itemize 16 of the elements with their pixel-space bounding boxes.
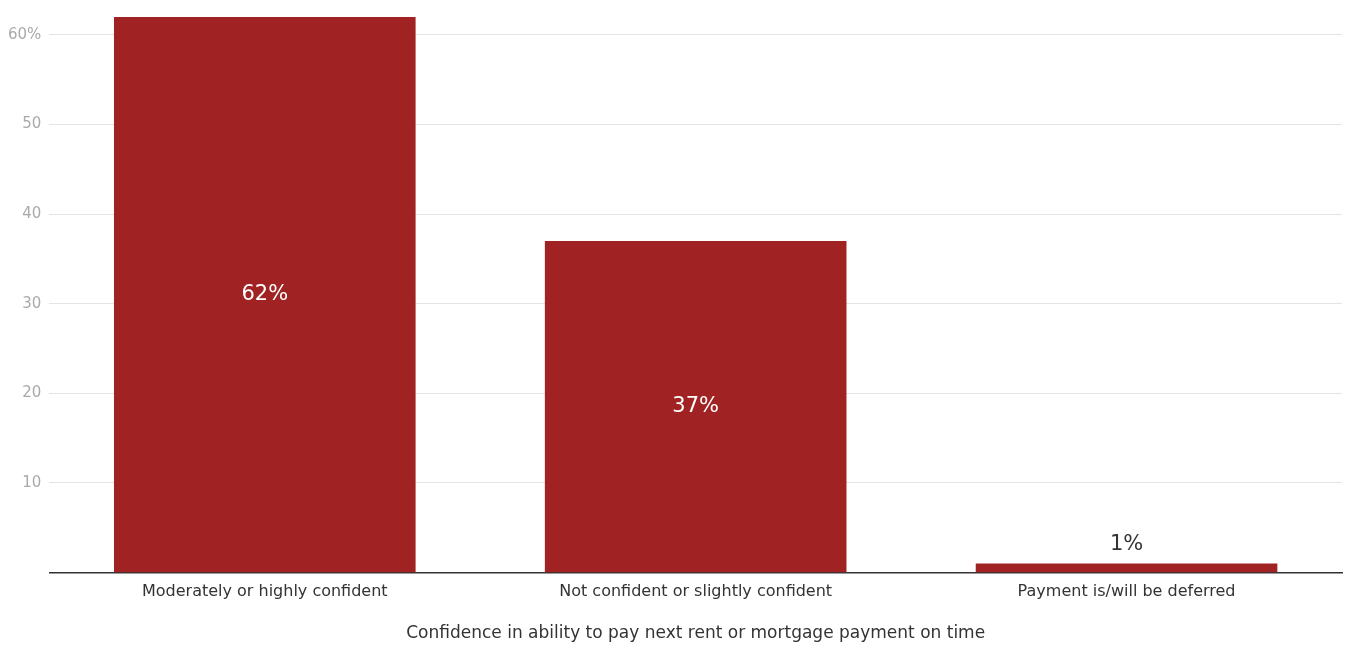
- bar: [113, 17, 416, 573]
- x-tick-label: Payment is/will be deferred: [1017, 581, 1236, 601]
- data-label: 62%: [241, 281, 289, 306]
- x-axis-title: Confidence in ability to pay next rent or mortgage payment on time: [406, 622, 986, 643]
- y-tick-label: 30: [22, 293, 42, 312]
- y-tick-label: 60%: [8, 24, 42, 43]
- y-tick-label: 40: [22, 203, 42, 222]
- data-label: 37%: [672, 393, 720, 418]
- y-tick-label: 50: [22, 114, 42, 133]
- x-tick-label: Moderately or highly confident: [141, 581, 388, 601]
- bar: [544, 240, 847, 573]
- data-label: 1%: [1109, 531, 1144, 556]
- x-tick-label: Not confident or slightly confident: [559, 581, 833, 601]
- y-tick-label: 10: [22, 472, 42, 491]
- y-tick-label: 20: [22, 383, 42, 402]
- bar: [975, 563, 1278, 573]
